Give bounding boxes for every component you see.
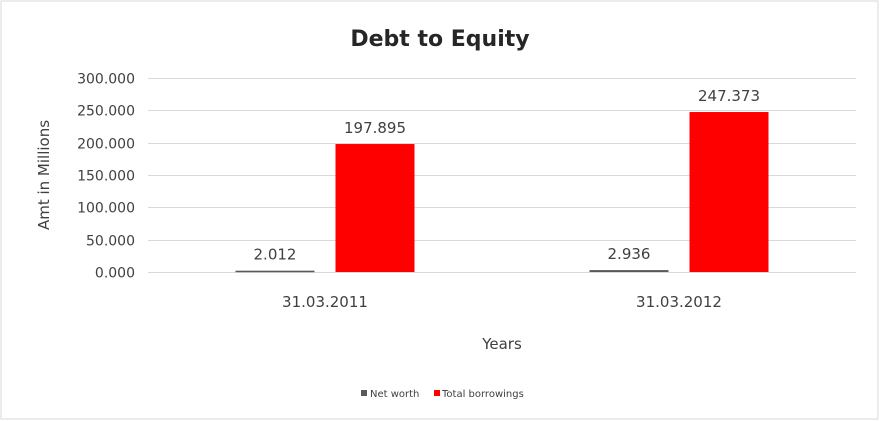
x-tick-label: 31.03.2012 bbox=[636, 293, 722, 311]
y-tick-labels: 0.000 50.000 100.000 150.000 200.000 250.000 3… bbox=[77, 72, 135, 282]
legend-swatch-total-borrowings bbox=[434, 390, 440, 396]
bars: 2.012 197.895 2.936 247.373 bbox=[235, 87, 769, 273]
y-tick-label: 200.000 bbox=[77, 137, 135, 153]
legend: Net worth Total borrowings bbox=[361, 389, 524, 400]
y-tick-label: 50.000 bbox=[86, 234, 135, 250]
data-label: 197.895 bbox=[344, 119, 406, 137]
bar-net-worth bbox=[589, 270, 669, 272]
data-label: 2.936 bbox=[608, 245, 651, 263]
data-label: 247.373 bbox=[698, 87, 760, 105]
y-tick-label: 300.000 bbox=[77, 72, 135, 88]
data-label: 2.012 bbox=[254, 246, 297, 264]
x-axis-label: Years bbox=[481, 335, 522, 353]
bar-net-worth bbox=[235, 270, 315, 273]
bar-total-borrowings bbox=[335, 144, 415, 272]
y-tick-label: 100.000 bbox=[77, 201, 135, 217]
y-axis-label: Amt in Millions bbox=[35, 120, 53, 230]
x-tick-labels: 31.03.2011 31.03.2012 bbox=[282, 293, 722, 311]
y-tick-label: 250.000 bbox=[77, 104, 135, 120]
legend-label-total-borrowings: Total borrowings bbox=[441, 389, 524, 400]
legend-label-net-worth: Net worth bbox=[370, 389, 419, 400]
x-tick-label: 31.03.2011 bbox=[282, 293, 368, 311]
legend-swatch-net-worth bbox=[361, 390, 367, 396]
y-tick-label: 0.000 bbox=[95, 266, 135, 282]
chart-title: Debt to Equity bbox=[350, 27, 529, 52]
y-tick-label: 150.000 bbox=[77, 169, 135, 185]
bar-total-borrowings bbox=[689, 112, 769, 272]
